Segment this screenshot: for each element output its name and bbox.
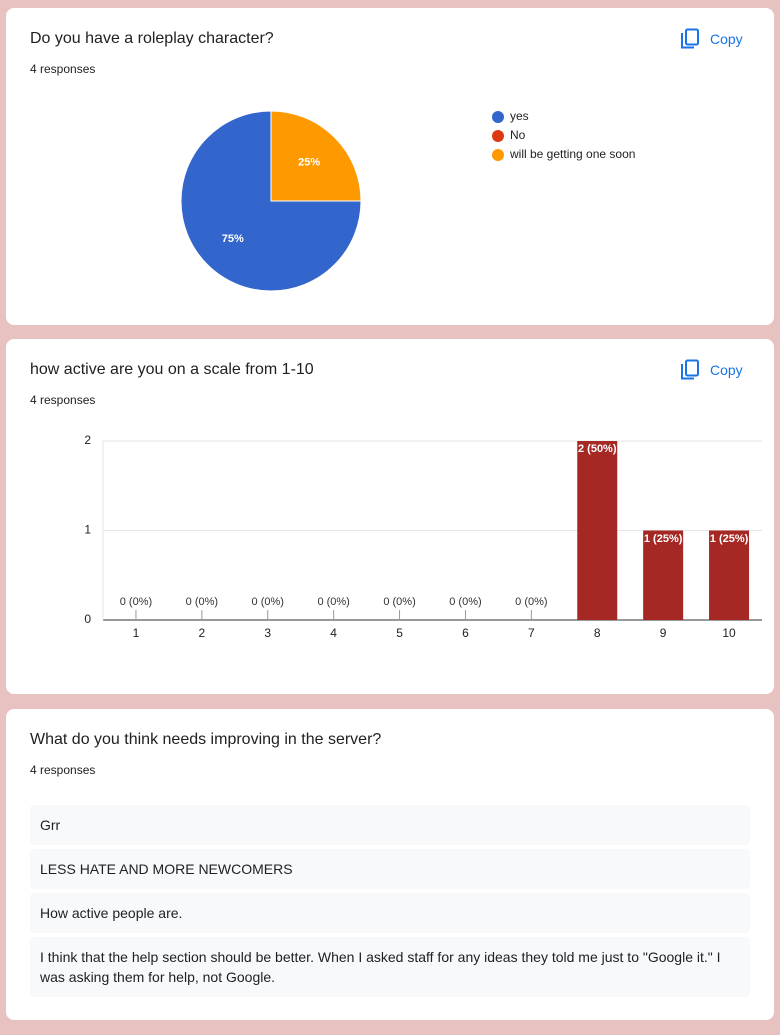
y-tick-label: 2 <box>84 433 91 447</box>
bar-label: 0 (0%) <box>186 596 218 608</box>
bar-label: 0 (0%) <box>449 596 481 608</box>
bar-label-box: 1 (25%) <box>643 532 683 545</box>
bar-label: 0 (0%) <box>317 596 349 608</box>
pie-slice <box>270 110 362 202</box>
x-tick-label: 10 <box>722 626 736 640</box>
question-title: What do you think needs improving in the… <box>30 731 382 748</box>
legend-swatch <box>492 149 504 161</box>
question-title: how active are you on a scale from 1-10 <box>30 361 314 378</box>
copy-button[interactable]: Copy <box>680 28 743 50</box>
slice-label: 75% <box>222 233 244 245</box>
x-tick-label: 1 <box>133 626 140 640</box>
x-tick-label: 6 <box>462 626 469 640</box>
bar <box>709 530 750 620</box>
response: How active people are. <box>30 893 750 933</box>
bar-label: 2 (50%) <box>577 443 617 455</box>
bar <box>577 441 618 620</box>
x-tick-label: 8 <box>594 626 601 640</box>
y-tick-label: 0 <box>84 612 91 626</box>
bar-label: 0 (0%) <box>252 596 284 608</box>
copy-button[interactable]: Copy <box>680 359 743 381</box>
copy-icon <box>681 359 699 380</box>
copy-icon <box>681 28 699 49</box>
response: I think that the help section should be … <box>30 937 750 997</box>
x-tick-label: 4 <box>330 626 337 640</box>
response: LESS HATE AND MORE NEWCOMERS <box>30 849 750 889</box>
legend-label: yes <box>510 109 529 123</box>
x-tick-label: 7 <box>528 626 535 640</box>
bar-label: 0 (0%) <box>383 596 415 608</box>
x-tick-label: 9 <box>660 626 667 640</box>
response-count: 4 responses <box>30 62 96 76</box>
slice-label: 25% <box>298 157 320 169</box>
bar-label: 1 (25%) <box>709 532 749 545</box>
x-tick-label: 5 <box>396 626 403 640</box>
bar-label: 0 (0%) <box>515 596 547 608</box>
x-tick-label: 3 <box>264 626 271 640</box>
copy-label: Copy <box>710 362 743 378</box>
response-count: 4 responses <box>30 393 96 407</box>
question-card: Do you have a roleplay character? 4 resp… <box>6 8 774 325</box>
legend-swatch <box>492 111 504 123</box>
question-card: What do you think needs improving in the… <box>6 709 774 1020</box>
bar <box>643 530 684 620</box>
bar-label: 1 (25%) <box>643 532 683 545</box>
bar-label-box: 2 (50%) <box>577 443 617 455</box>
pie-chart: 75% yes No 25% will be getting one soon <box>180 109 635 292</box>
y-tick-label: 1 <box>84 523 91 537</box>
bar-label-box: 1 (25%) <box>709 532 749 545</box>
x-tick-label: 2 <box>199 626 206 640</box>
bar-label: 0 (0%) <box>120 596 152 608</box>
question-card: 0 1 2 1 0 (0%) 2 0 (0%) 3 0 (0%) 4 0 (0%) 5 0 (0%) 6 0… <box>6 339 774 694</box>
copy-label: Copy <box>710 31 743 47</box>
legend-swatch <box>492 130 504 142</box>
legend-label: No <box>510 128 526 142</box>
question-title: Do you have a roleplay character? <box>30 30 274 47</box>
response: Grr <box>30 805 750 845</box>
response-count: 4 responses <box>30 763 96 777</box>
legend-label: will be getting one soon <box>509 147 635 161</box>
bar-chart: 0 1 2 1 0 (0%) 2 0 (0%) 3 0 (0%) 4 0 (0%) 5 0 (0%) 6 0… <box>84 433 762 640</box>
